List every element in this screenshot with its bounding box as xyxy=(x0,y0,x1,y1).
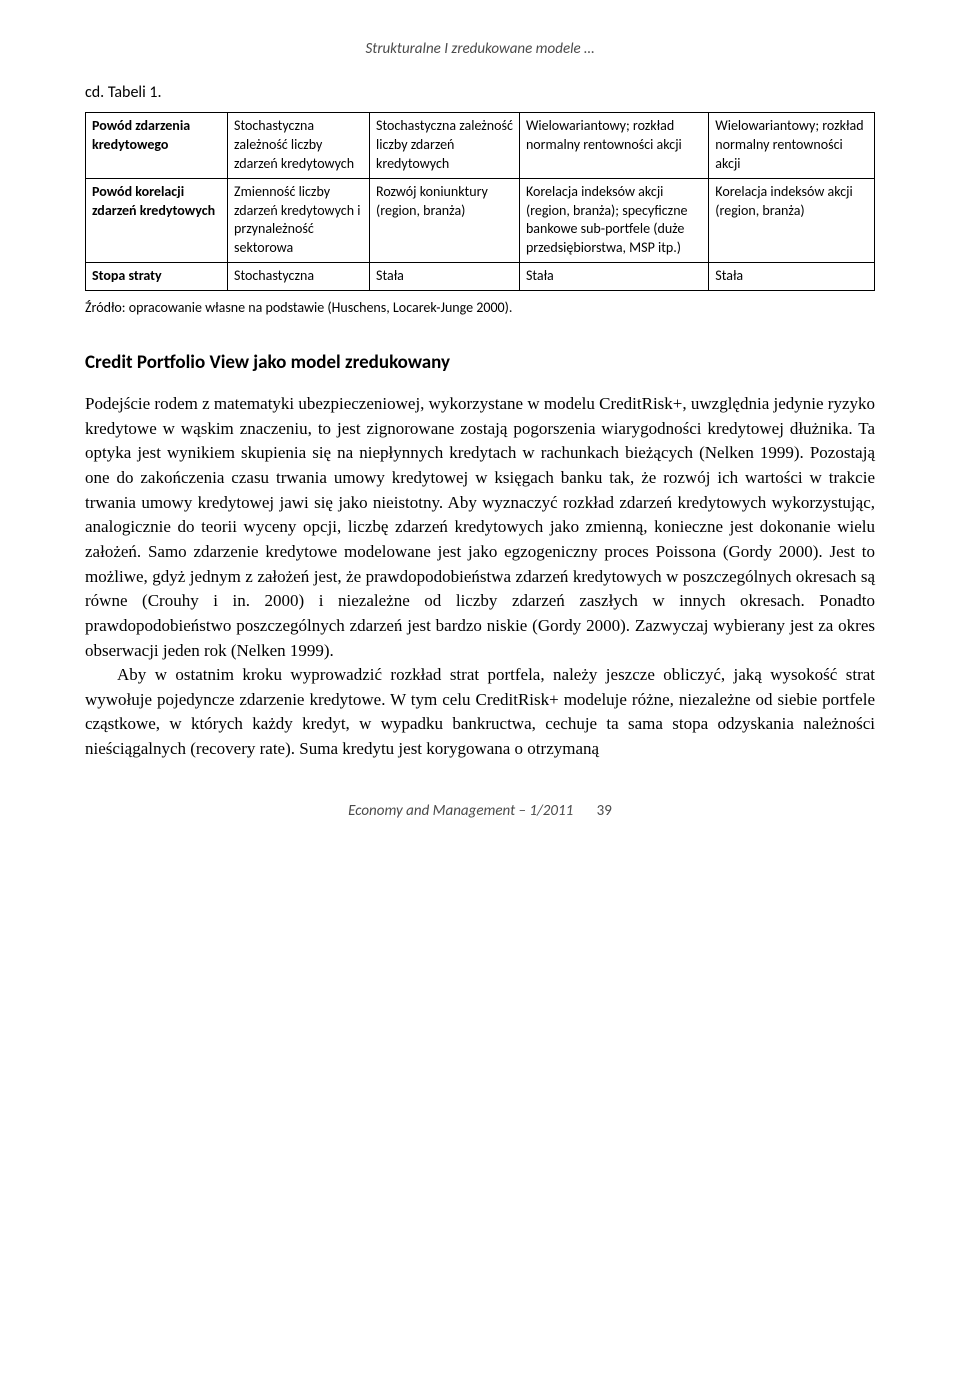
running-header: Strukturalne I zredukowane modele … xyxy=(85,40,875,58)
journal-name: Economy and Management – 1/2011 xyxy=(348,802,573,820)
source-note: Źródło: opracowanie własne na podstawie … xyxy=(85,299,875,316)
table-cell: Wielowariantowy; rozkład normalny rentow… xyxy=(519,113,708,179)
table-cell: Stała xyxy=(519,263,708,291)
paragraph: Podejście rodem z matematyki ubezpieczen… xyxy=(85,392,875,663)
table-cell: Stochastyczna zależność liczby zdarzeń k… xyxy=(228,113,370,179)
table-cell: Zmienność liczby zdarzeń kredytowych i p… xyxy=(228,178,370,263)
row-head: Stopa straty xyxy=(86,263,228,291)
table-row: Stopa straty Stochastyczna Stała Stała S… xyxy=(86,263,875,291)
table-cell: Stochastyczna zależność liczby zdarzeń k… xyxy=(370,113,520,179)
page-footer: Economy and Management – 1/2011 39 xyxy=(85,802,875,820)
section-heading: Credit Portfolio View jako model zreduko… xyxy=(85,351,875,374)
table-cell: Stochastyczna xyxy=(228,263,370,291)
table-cell: Korelacja indeksów akcji (region, branża… xyxy=(519,178,708,263)
table-cell: Stała xyxy=(709,263,875,291)
page-number: 39 xyxy=(597,802,612,820)
table-body: Powód zdarzenia kredytowego Stochastyczn… xyxy=(86,113,875,291)
row-head: Powód zdarzenia kredytowego xyxy=(86,113,228,179)
body-text: Podejście rodem z matematyki ubezpieczen… xyxy=(85,392,875,762)
row-head: Powód korelacji zdarzeń kredytowych xyxy=(86,178,228,263)
table-cell: Stała xyxy=(370,263,520,291)
paragraph: Aby w ostatnim kroku wyprowadzić rozkład… xyxy=(85,663,875,762)
table-cell: Rozwój koniunktury (region, branża) xyxy=(370,178,520,263)
table-row: Powód korelacji zdarzeń kredytowych Zmie… xyxy=(86,178,875,263)
table-cell: Wielowariantowy; rozkład normalny rentow… xyxy=(709,113,875,179)
table-cell: Korelacja indeksów akcji (region, branża… xyxy=(709,178,875,263)
data-table: Powód zdarzenia kredytowego Stochastyczn… xyxy=(85,112,875,291)
table-row: Powód zdarzenia kredytowego Stochastyczn… xyxy=(86,113,875,179)
table-caption: cd. Tabeli 1. xyxy=(85,83,875,102)
